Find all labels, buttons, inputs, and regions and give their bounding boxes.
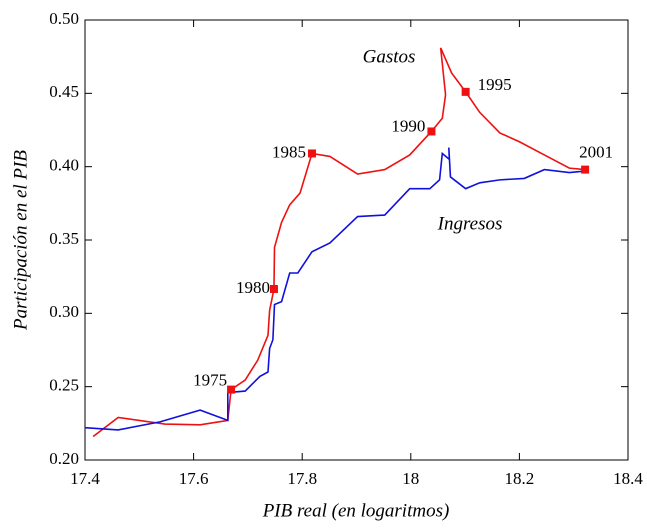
year-marker <box>461 87 470 96</box>
year-label: 1995 <box>478 75 512 94</box>
series-label: Gastos <box>363 46 416 67</box>
series-label: Ingresos <box>437 213 503 234</box>
x-axis-label: PIB real (en logaritmos) <box>262 500 450 521</box>
plot-frame <box>84 19 629 461</box>
year-label: 1990 <box>391 116 425 135</box>
x-tick-label: 17.6 <box>179 469 209 488</box>
line <box>84 147 586 431</box>
y-axis-label: Participación en el PIB <box>10 150 31 331</box>
year-label: 1980 <box>236 278 270 297</box>
year-marker <box>227 385 236 394</box>
line <box>92 47 586 438</box>
y-tick-label: 0.45 <box>49 82 79 101</box>
y-tick-label: 0.30 <box>49 302 79 321</box>
y-tick-label: 0.20 <box>49 449 79 468</box>
y-tick-label: 0.40 <box>49 156 79 175</box>
y-tick-label: 0.25 <box>49 376 79 395</box>
year-marker <box>307 149 316 158</box>
x-tick-label: 18 <box>402 469 419 488</box>
year-label: 1975 <box>193 371 227 390</box>
y-tick-label: 0.50 <box>49 9 79 28</box>
year-marker <box>581 165 590 174</box>
year-marker <box>427 127 436 136</box>
x-tick-label: 17.8 <box>287 469 317 488</box>
x-tick-label: 18.2 <box>505 469 535 488</box>
x-tick-label: 18.4 <box>613 469 643 488</box>
year-marker <box>269 284 278 293</box>
year-label: 2001 <box>579 143 613 162</box>
y-tick-label: 0.35 <box>49 229 79 248</box>
x-tick-label: 17.4 <box>70 469 100 488</box>
year-label: 1985 <box>272 142 306 161</box>
